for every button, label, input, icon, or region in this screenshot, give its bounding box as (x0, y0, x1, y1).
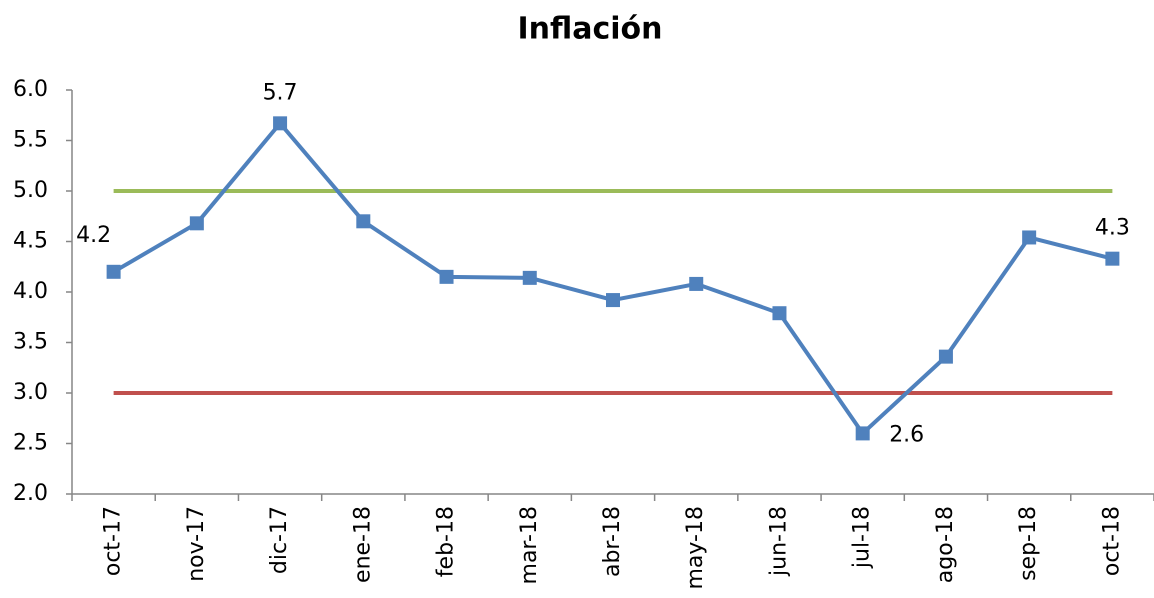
y-tick-label: 5.0 (13, 178, 48, 203)
y-tick-label: 5.5 (13, 128, 48, 153)
y-tick-label: 4.5 (13, 229, 48, 254)
point-marker (772, 306, 787, 321)
point-marker (689, 276, 704, 291)
x-tick-label: ene-18 (350, 506, 375, 583)
x-tick-label: may-18 (683, 506, 708, 589)
y-tick-label: 4.0 (13, 279, 48, 304)
x-tick-label: feb-18 (434, 506, 459, 577)
point-marker (439, 269, 454, 284)
y-tick-label: 2.0 (13, 481, 48, 506)
x-tick-label: jul-18 (850, 506, 875, 569)
y-tick-label: 6.0 (13, 77, 48, 102)
point-marker (189, 216, 204, 231)
x-tick-label: jun-18 (766, 506, 791, 577)
data-label: 5.7 (263, 80, 298, 105)
data-label: 2.6 (889, 422, 924, 447)
x-tick-label: dic-17 (267, 506, 292, 574)
point-marker (855, 426, 870, 441)
point-marker (938, 349, 953, 364)
chart-title: Inflación (517, 12, 662, 47)
x-tick-label: oct-17 (101, 506, 126, 576)
point-marker (1022, 230, 1037, 245)
data-label: 4.3 (1095, 216, 1130, 241)
x-tick-label: abr-18 (600, 506, 625, 577)
point-marker (356, 214, 371, 229)
point-marker (106, 264, 121, 279)
point-marker (606, 293, 620, 308)
x-tick-label: sep-18 (1016, 506, 1041, 581)
point-marker (273, 116, 288, 131)
y-tick-label: 3.5 (13, 330, 48, 355)
x-tick-label: oct-18 (1099, 506, 1124, 576)
x-tick-label: nov-17 (184, 506, 209, 582)
point-marker (1105, 251, 1120, 266)
point-marker (522, 270, 537, 285)
y-tick-label: 3.0 (13, 380, 48, 405)
y-tick-label: 2.5 (13, 431, 48, 456)
data-label: 4.2 (76, 223, 111, 248)
series-line (112, 121, 1113, 436)
x-tick-label: mar-18 (517, 506, 542, 584)
x-tick-label: ago-18 (933, 506, 958, 583)
